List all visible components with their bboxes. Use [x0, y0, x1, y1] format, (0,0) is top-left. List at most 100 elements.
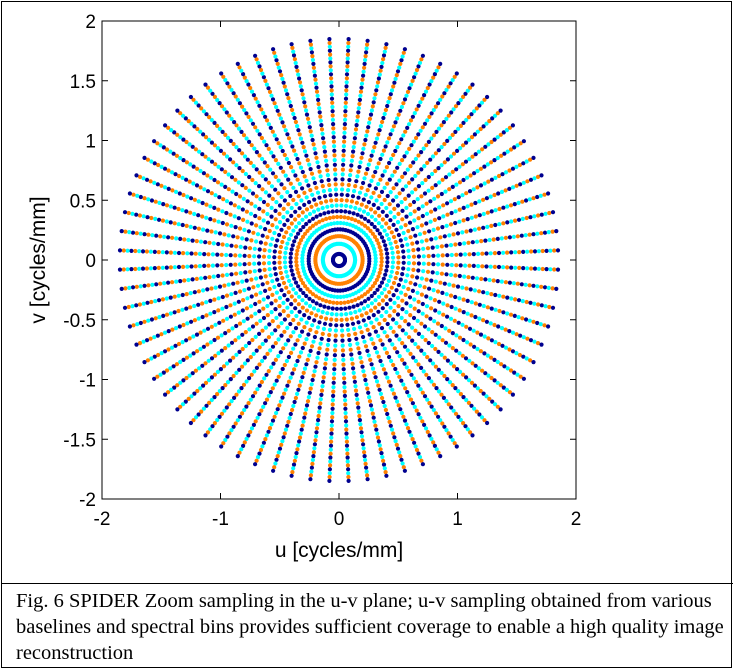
scatter-point — [134, 231, 139, 236]
scatter-point — [524, 356, 529, 361]
scatter-point — [359, 430, 364, 435]
scatter-point — [265, 351, 270, 356]
scatter-point — [296, 231, 301, 236]
scatter-point — [481, 225, 486, 230]
scatter-point — [397, 374, 402, 379]
scatter-point — [443, 340, 449, 345]
scatter-point — [146, 232, 151, 237]
scatter-point — [465, 175, 470, 180]
scatter-point — [434, 68, 439, 73]
scatter-point — [293, 454, 298, 460]
scatter-point — [203, 135, 209, 140]
scatter-point — [168, 366, 173, 371]
scatter-point — [384, 42, 389, 47]
scatter-point — [233, 338, 238, 343]
scatter-point — [400, 357, 405, 362]
scatter-point — [357, 413, 362, 419]
scatter-point — [209, 229, 214, 234]
scatter-point — [461, 177, 466, 183]
scatter-point — [410, 241, 415, 246]
scatter-point — [347, 337, 352, 343]
scatter-point — [468, 228, 473, 233]
scatter-point — [343, 113, 348, 118]
scatter-point — [224, 272, 230, 277]
scatter-point — [367, 183, 372, 188]
scatter-point — [425, 429, 430, 435]
scatter-point — [450, 169, 455, 174]
scatter-point — [361, 306, 367, 311]
scatter-point — [436, 126, 442, 131]
scatter-point — [390, 250, 395, 255]
scatter-point — [293, 235, 299, 240]
scatter-point — [408, 351, 413, 356]
scatter-point — [216, 164, 221, 169]
scatter-point — [461, 205, 466, 210]
scatter-point — [359, 214, 364, 219]
scatter-point — [180, 340, 185, 345]
scatter-point — [281, 435, 286, 440]
scatter-point — [319, 336, 324, 341]
scatter-point — [232, 120, 237, 125]
scatter-point — [303, 411, 308, 416]
scatter-point — [433, 236, 438, 241]
scatter-point — [295, 267, 300, 272]
scatter-point — [431, 262, 436, 267]
scatter-point — [542, 192, 547, 197]
scatter-point — [452, 441, 457, 446]
scatter-point — [257, 299, 262, 304]
scatter-point — [429, 79, 434, 84]
scatter-point — [182, 237, 187, 242]
scatter-point — [333, 328, 338, 333]
scatter-point — [463, 263, 468, 268]
scatter-point — [334, 317, 339, 322]
scatter-point — [408, 164, 413, 169]
scatter-point — [412, 404, 417, 409]
scatter-point — [286, 177, 291, 182]
scatter-point — [432, 196, 437, 201]
scatter-point — [371, 174, 376, 179]
scatter-point — [215, 123, 220, 128]
scatter-point — [224, 405, 229, 410]
scatter-point — [433, 364, 438, 369]
scatter-point — [198, 386, 203, 391]
scatter-point — [505, 295, 510, 300]
scatter-point — [525, 179, 530, 184]
scatter-point — [503, 327, 508, 332]
scatter-point — [416, 383, 421, 388]
scatter-point — [196, 412, 201, 417]
scatter-point — [241, 443, 246, 448]
scatter-point — [444, 116, 449, 121]
scatter-point — [221, 151, 227, 156]
scatter-point — [284, 156, 289, 162]
scatter-point — [217, 231, 223, 236]
scatter-point — [388, 297, 393, 302]
scatter-point — [224, 293, 230, 298]
scatter-point — [342, 380, 347, 385]
scatter-point — [388, 132, 393, 137]
scatter-point — [304, 108, 309, 113]
scatter-point — [384, 268, 389, 273]
scatter-point — [237, 194, 243, 199]
scatter-point — [489, 223, 494, 228]
scatter-point — [332, 371, 337, 376]
scatter-point — [255, 283, 261, 288]
scatter-point — [212, 310, 217, 315]
scatter-point — [176, 341, 182, 347]
scatter-point — [460, 353, 465, 358]
scatter-point — [528, 177, 534, 182]
scatter-point — [486, 373, 491, 378]
scatter-point — [228, 253, 233, 258]
scatter-point — [180, 307, 185, 312]
scatter-point — [175, 407, 180, 412]
scatter-point — [300, 253, 305, 258]
scatter-point — [397, 65, 402, 70]
scatter-point — [516, 298, 522, 303]
scatter-point — [371, 415, 376, 420]
scatter-point — [234, 163, 239, 168]
scatter-point — [194, 239, 199, 244]
scatter-point — [257, 103, 262, 108]
scatter-point — [276, 191, 281, 196]
scatter-point — [244, 306, 249, 311]
scatter-point — [332, 153, 337, 158]
scatter-point — [183, 116, 188, 121]
